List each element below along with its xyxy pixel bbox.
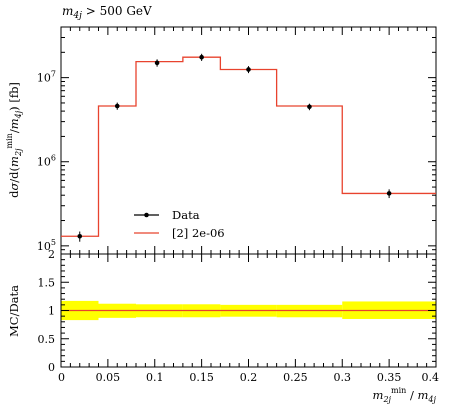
main-y-axis-label: dσ/d(m2jmin/m4j) [fb] — [5, 82, 23, 198]
x-tick-label: 0.15 — [189, 371, 214, 384]
y-tick-exponent: 5 — [51, 238, 56, 247]
ratio-y-axis-label: MC/Data — [7, 285, 21, 337]
data-point — [307, 104, 312, 110]
legend-mc-label: [2] 2e-06 — [172, 226, 225, 240]
data-point — [199, 54, 204, 60]
ratio-y-tick-label: 1.5 — [38, 276, 56, 289]
legend-data-label: Data — [172, 208, 200, 222]
svg-text:dσ/d(m2jmin/m4j) [fb]: dσ/d(m2jmin/m4j) [fb] — [5, 82, 23, 198]
y-tick-base: 10 — [37, 156, 51, 169]
x-tick-label: 0 — [58, 371, 65, 384]
x-tick-label: 0.35 — [377, 371, 402, 384]
data-point — [386, 191, 392, 196]
ratio-ylabel-text: MC/Data — [7, 285, 21, 337]
ratio-y-tick-label: 2 — [48, 248, 55, 261]
y-tick-label: 106 — [37, 154, 56, 169]
data-point — [246, 67, 251, 72]
ratio-y-tick-label: 1 — [48, 305, 55, 318]
x-tick-label: 0.3 — [334, 371, 352, 384]
ratio-plot: 0 0.5 1 1.5 2 0 0.05 0.1 0.15 0.2 0.25 0.3 0.35 0.4 — [38, 248, 440, 384]
y-tick-exponent: 6 — [51, 154, 56, 163]
ratio-y-tick-label: 0 — [48, 361, 55, 374]
chart-title: m4j > 500 GeV — [62, 4, 152, 21]
y-tick-exponent: 7 — [51, 70, 56, 79]
title-rest: > 500 GeV — [82, 4, 152, 18]
x-tick-label: 0.05 — [96, 371, 121, 384]
x-tick-label: 0.1 — [146, 371, 164, 384]
y-tick-label: 107 — [37, 70, 56, 85]
ratio-ticks: 0 0.5 1 1.5 2 0 0.05 0.1 0.15 0.2 0.25 0.3 0.35 0.4 — [38, 248, 440, 384]
legend-data-marker — [144, 212, 149, 218]
ratio-y-tick-label: 0.5 — [38, 333, 56, 346]
x-axis-label: m2jmin / m4j — [373, 386, 437, 404]
y-tick-base: 10 — [37, 240, 51, 253]
data-point — [114, 103, 120, 109]
title-m: m — [62, 4, 73, 18]
legend: Data [2] 2e-06 — [134, 208, 225, 240]
main-series — [61, 53, 436, 242]
title-sub: 4j — [72, 11, 82, 21]
data-point — [154, 60, 160, 66]
x-tick-label: 0.2 — [240, 371, 258, 384]
x-tick-label: 0.25 — [283, 371, 308, 384]
x-tick-label: 0.4 — [422, 371, 440, 384]
main-plot-frame — [60, 26, 437, 255]
data-point — [77, 233, 83, 239]
mc-histogram-line — [61, 56, 436, 237]
y-tick-base: 10 — [37, 72, 51, 85]
y-tick-label: 105 — [37, 238, 56, 253]
